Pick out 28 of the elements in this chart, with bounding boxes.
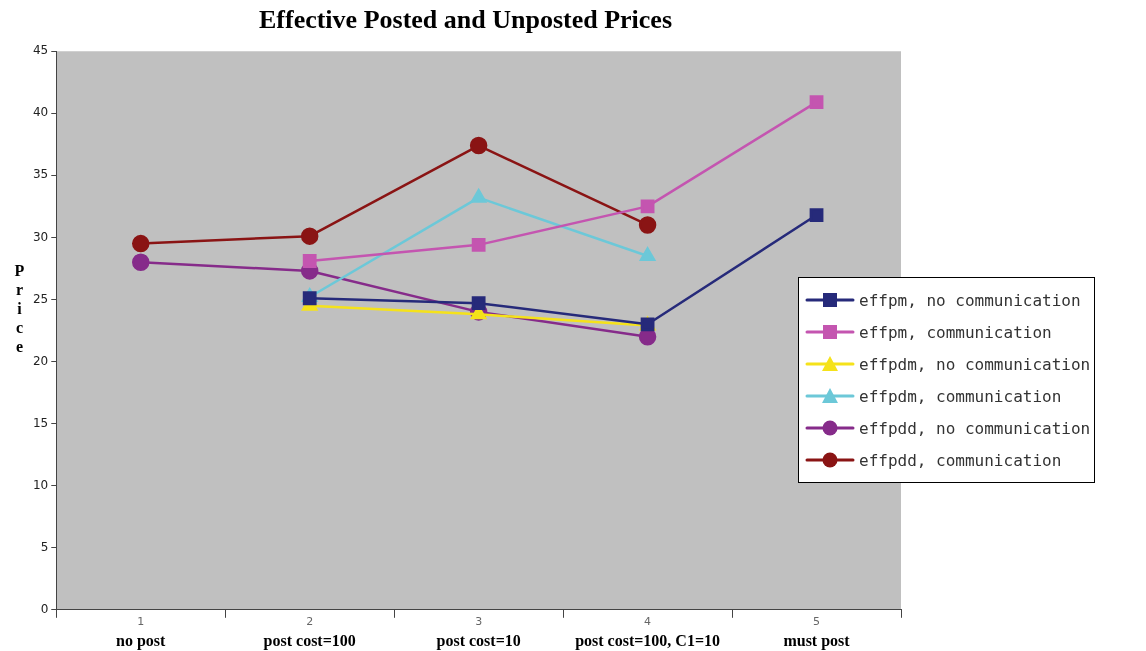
legend-label: effpdd, communication: [859, 450, 1062, 470]
x-tick-label: 2: [306, 615, 314, 629]
text: post cost=100, C1=10: [575, 631, 721, 650]
x-tick-label: 1: [137, 615, 145, 629]
text: must post: [783, 631, 851, 650]
x-tick-label: 5: [813, 615, 821, 629]
legend-label: effpm, no communication: [859, 290, 1081, 310]
y-tick-label: 40: [32, 105, 49, 120]
y-tick-label: 10: [32, 477, 49, 492]
x-tick-label: 4: [644, 615, 652, 629]
y-tick-label: 35: [32, 167, 49, 182]
y-tick-label: 25: [32, 291, 49, 306]
legend-label: effpdm, communication: [859, 386, 1062, 406]
y-tick-label: 5: [40, 539, 49, 554]
legend-label: effpdd, no communication: [859, 418, 1091, 438]
x-tick-label: 3: [475, 615, 483, 629]
legend-label: effpm, communication: [859, 322, 1052, 342]
legend-label: effpdm, no communication: [859, 354, 1091, 374]
y-tick-label: 30: [32, 229, 49, 244]
y-tick-label: 45: [32, 43, 49, 58]
y-tick-label: 15: [32, 415, 49, 430]
text: post cost=10: [436, 631, 521, 650]
y-axis-title: Price: [10, 262, 28, 357]
text: post cost=100: [263, 631, 356, 650]
chart-title: Effective Posted and Unposted Prices: [258, 5, 673, 35]
y-tick-label: 20: [32, 353, 49, 368]
y-tick-label: 0: [40, 601, 49, 616]
text: no post: [116, 631, 167, 650]
